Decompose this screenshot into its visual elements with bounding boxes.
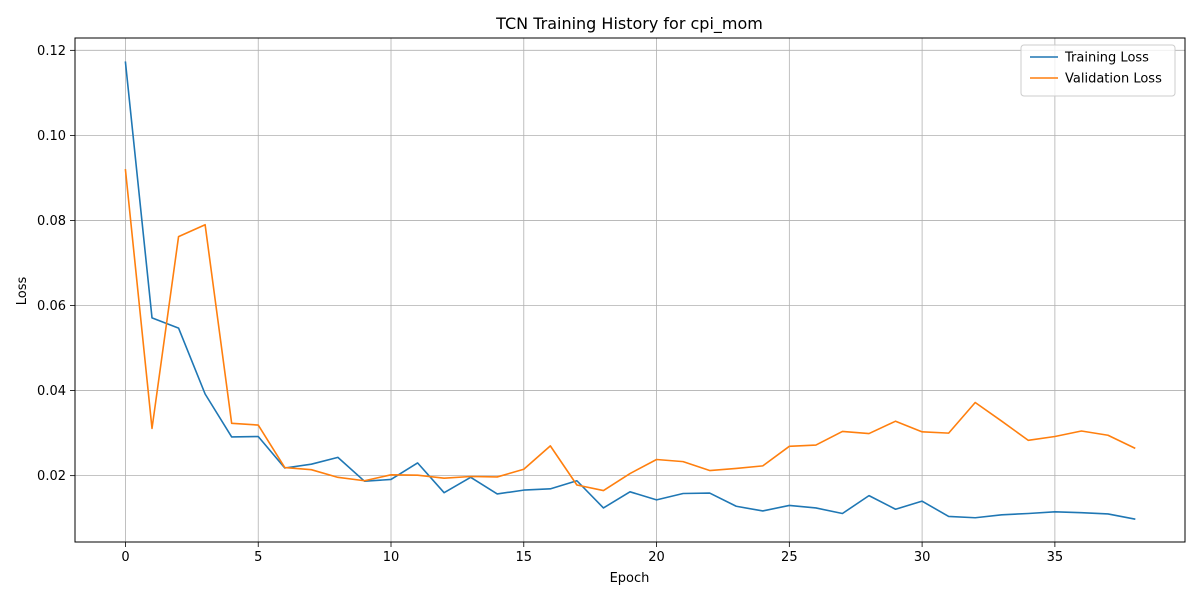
x-tick-label: 25 (781, 550, 798, 565)
series-line-validation-loss (124, 168, 1136, 492)
series-group (124, 61, 1136, 520)
series-line-training-loss (124, 61, 1136, 520)
y-tick-label: 0.10 (37, 129, 66, 144)
x-tick-label: 10 (383, 550, 400, 565)
x-tick-label: 35 (1047, 550, 1064, 565)
legend: Training Loss Validation Loss (1020, 44, 1176, 97)
x-tick-label: 0 (121, 550, 129, 565)
legend-label: Validation Loss (1065, 72, 1162, 87)
plot-frame (74, 37, 1186, 543)
y-tick-label: 0.08 (37, 214, 66, 229)
grid (75, 38, 1185, 542)
x-axis-label: Epoch (610, 571, 650, 586)
x-axis-ticks: 0 5 10 15 20 25 30 35 (121, 542, 1063, 565)
x-tick-label: 30 (914, 550, 931, 565)
y-axis-label: Loss (15, 277, 30, 306)
y-tick-label: 0.04 (37, 384, 66, 399)
chart-title: TCN Training History for cpi_mom (495, 14, 763, 34)
legend-box (1020, 44, 1176, 97)
y-tick-label: 0.06 (37, 299, 66, 314)
y-axis-ticks: 0.02 0.04 0.06 0.08 0.10 0.12 (37, 44, 75, 484)
y-tick-label: 0.02 (37, 469, 66, 484)
x-tick-label: 15 (516, 550, 533, 565)
x-tick-label: 20 (648, 550, 665, 565)
x-tick-label: 5 (254, 550, 262, 565)
legend-label: Training Loss (1064, 51, 1149, 66)
y-tick-label: 0.12 (37, 44, 66, 59)
